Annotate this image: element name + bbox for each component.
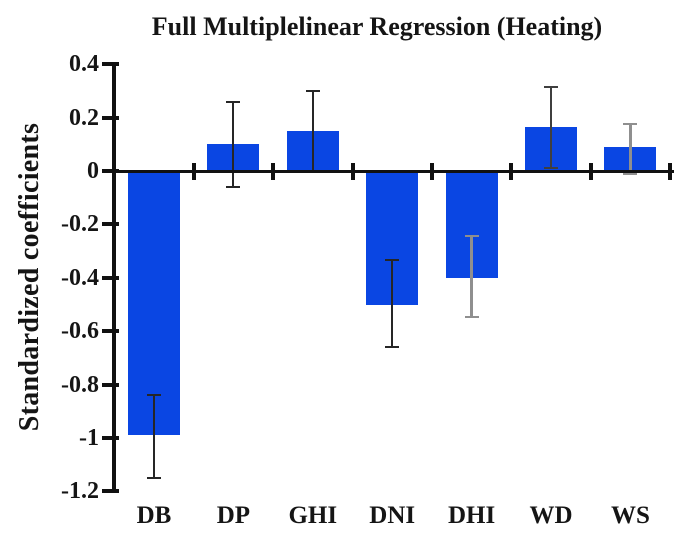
y-tick xyxy=(102,169,119,173)
error-bar-line xyxy=(470,236,474,317)
x-category-label: DP xyxy=(216,502,251,529)
error-bar-cap xyxy=(305,89,320,92)
x-category-label: WD xyxy=(529,502,573,529)
error-bar-cap xyxy=(147,394,161,397)
y-tick xyxy=(102,489,119,494)
error-bar-line xyxy=(311,90,314,171)
x-tick xyxy=(588,162,593,180)
x-tick xyxy=(350,162,355,180)
error-bar-cap xyxy=(385,259,400,262)
error-bar-cap xyxy=(544,167,558,170)
error-bar-cap xyxy=(464,235,479,238)
error-bar-cap xyxy=(464,315,479,318)
y-tick xyxy=(102,222,119,227)
y-tick-label: -0.4 xyxy=(61,264,99,291)
x-category-label: DNI xyxy=(369,502,416,529)
x-tick xyxy=(429,162,434,180)
x-tick xyxy=(191,162,196,180)
y-tick-label: 0.4 xyxy=(69,51,99,78)
error-bar-cap xyxy=(147,477,161,480)
error-bar-cap xyxy=(544,85,558,88)
y-tick xyxy=(102,436,119,440)
x-tick xyxy=(509,162,514,180)
error-bar-line xyxy=(232,101,235,188)
chart-title: Full Multiplelinear Regression (Heating) xyxy=(151,12,603,41)
error-bar-line xyxy=(391,260,394,348)
y-tick xyxy=(102,329,119,334)
error-bar-cap xyxy=(226,100,241,103)
y-tick-label: 0 xyxy=(87,158,99,184)
bar xyxy=(128,171,180,436)
y-tick-label: -1.2 xyxy=(61,478,99,505)
error-bar-cap xyxy=(623,123,638,126)
error-bar-cap xyxy=(226,186,241,189)
x-category-label: GHI xyxy=(288,502,338,529)
error-bar-line xyxy=(550,86,552,169)
x-category-label: DB xyxy=(136,502,172,529)
y-tick-label: -0.8 xyxy=(61,371,99,398)
x-tick xyxy=(668,162,673,180)
error-bar-cap xyxy=(385,346,400,349)
x-category-label: WS xyxy=(610,502,650,529)
y-tick-label: -0.6 xyxy=(61,318,99,345)
y-tick xyxy=(102,62,119,67)
y-tick-label: -1 xyxy=(79,425,99,451)
error-bar-line xyxy=(153,395,155,479)
y-tick xyxy=(102,275,119,280)
error-bar-cap xyxy=(623,172,638,175)
x-axis-line xyxy=(111,169,674,173)
y-tick xyxy=(102,382,119,387)
x-category-label: DHI xyxy=(447,502,496,529)
error-bar-line xyxy=(628,124,632,174)
y-tick xyxy=(102,115,119,120)
x-tick xyxy=(271,162,276,180)
y-tick-label: 0.2 xyxy=(69,104,99,131)
y-tick-label: -0.2 xyxy=(61,211,99,238)
